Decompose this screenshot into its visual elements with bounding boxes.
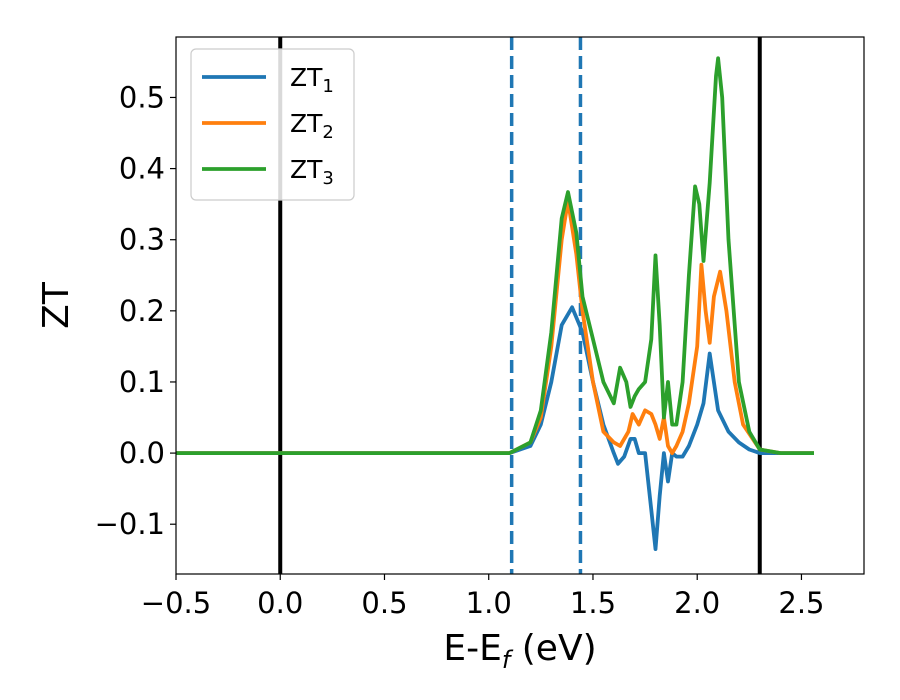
- plot-frame: [175, 36, 865, 575]
- axis-ticks: −0.5 0.0 0.5 1.0 1.5 2.0 2.5 −0.1 0.0 0.1 0.2 0.3 0.…: [95, 80, 825, 620]
- legend-box: [190, 48, 355, 201]
- legend-label-zt1: ZT1: [290, 63, 334, 97]
- legend-label-zt3: ZT3: [290, 155, 334, 189]
- legend-label-zt2: ZT2: [290, 109, 334, 143]
- y-axis-label: ZT: [36, 281, 77, 329]
- series-line-zt2: [176, 198, 814, 455]
- x-tick-label: 1.5: [570, 586, 616, 620]
- x-axis-label-unit: (eV): [510, 628, 596, 669]
- x-tick-label: 0.0: [257, 586, 303, 620]
- legend: ZT1 ZT2 ZT3: [190, 48, 355, 201]
- x-tick-label: 2.5: [778, 586, 824, 620]
- series-line-zt1: [176, 305, 814, 551]
- x-tick-label: −0.5: [141, 586, 211, 620]
- series-line-zt3: [176, 56, 814, 455]
- y-tick-label: −0.1: [95, 507, 165, 541]
- y-tick-label: 0.0: [119, 436, 165, 470]
- y-tick-label: 0.2: [119, 294, 165, 328]
- y-tick-label: 0.5: [119, 80, 165, 114]
- x-tick-label: 0.5: [361, 586, 407, 620]
- x-axis-label: E-Ef (eV): [443, 628, 596, 674]
- y-tick-label: 0.1: [119, 365, 165, 399]
- series-lines: [176, 56, 814, 551]
- x-tick-label: 1.0: [466, 586, 512, 620]
- x-tick-label: 2.0: [674, 586, 720, 620]
- x-axis-label-main: E-E: [443, 628, 501, 669]
- y-tick-label: 0.4: [119, 152, 165, 186]
- y-tick-label: 0.3: [119, 223, 165, 257]
